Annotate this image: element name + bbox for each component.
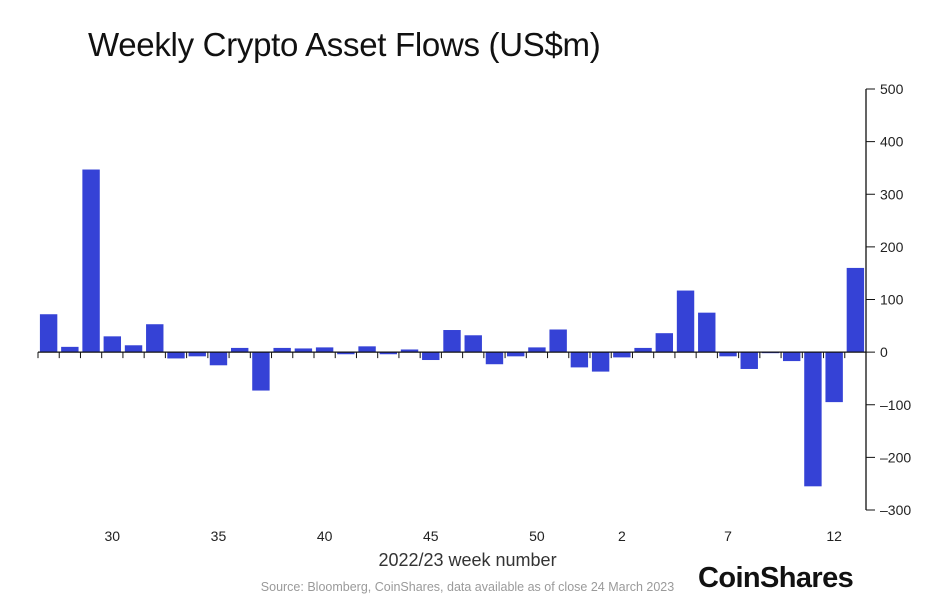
bar <box>443 330 461 353</box>
bar <box>273 347 291 353</box>
y-axis: 500 400 300 200 100 0 –100 –200 –300 <box>865 81 911 518</box>
y-tick-label: –200 <box>880 449 911 465</box>
x-tick-label: 7 <box>724 528 732 544</box>
y-tick-label: –100 <box>880 397 911 413</box>
bar <box>188 352 206 357</box>
bars-group <box>39 169 865 487</box>
bar <box>124 345 143 353</box>
bar <box>464 335 482 353</box>
bar <box>61 346 79 353</box>
x-tick-label: 45 <box>423 528 439 544</box>
y-tick-label: 500 <box>880 81 904 97</box>
bar <box>634 347 652 353</box>
bar <box>337 352 355 355</box>
bar <box>39 314 58 353</box>
bar <box>549 329 567 353</box>
bar <box>804 352 822 487</box>
bar <box>698 312 716 353</box>
bar <box>782 352 801 362</box>
bar <box>613 352 631 358</box>
y-tick-label: 200 <box>880 239 904 255</box>
bar <box>528 347 546 353</box>
bar <box>294 348 313 353</box>
bar <box>358 346 376 353</box>
bar <box>485 352 504 365</box>
x-axis: 30 35 40 45 50 2 7 12 <box>37 351 867 544</box>
bar <box>591 352 610 372</box>
bar <box>825 352 843 403</box>
bar <box>676 290 695 353</box>
y-tick-label: 400 <box>880 134 904 150</box>
bar <box>82 169 100 353</box>
x-tick-label: 2 <box>618 528 626 544</box>
bar <box>379 352 398 355</box>
bar <box>846 267 865 353</box>
y-tick-label: 300 <box>880 186 904 202</box>
bar <box>422 352 440 361</box>
x-tick-label: 50 <box>529 528 545 544</box>
x-tick-label: 12 <box>826 528 842 544</box>
chart-title: Weekly Crypto Asset Flows (US$m) <box>88 26 601 63</box>
bar <box>570 352 589 368</box>
x-tick-label: 35 <box>211 528 227 544</box>
bar <box>230 347 249 353</box>
bar <box>655 333 674 353</box>
bar <box>209 352 228 366</box>
bar <box>315 347 334 353</box>
bar <box>719 352 737 357</box>
x-tick-label: 30 <box>105 528 121 544</box>
y-tick-label: –300 <box>880 502 911 518</box>
y-tick-label: 100 <box>880 292 904 308</box>
source-note: Source: Bloomberg, CoinShares, data avai… <box>260 580 675 594</box>
x-tick-label: 40 <box>317 528 333 544</box>
x-axis-label: 2022/23 week number <box>378 550 557 570</box>
bar <box>167 352 185 359</box>
bar <box>252 352 270 391</box>
bar <box>146 324 164 353</box>
y-tick-label: 0 <box>880 344 888 360</box>
bar <box>506 352 525 357</box>
bar <box>400 349 419 353</box>
coinshares-logo: CoinShares <box>698 562 854 594</box>
bar <box>740 352 758 369</box>
bar <box>103 336 122 353</box>
